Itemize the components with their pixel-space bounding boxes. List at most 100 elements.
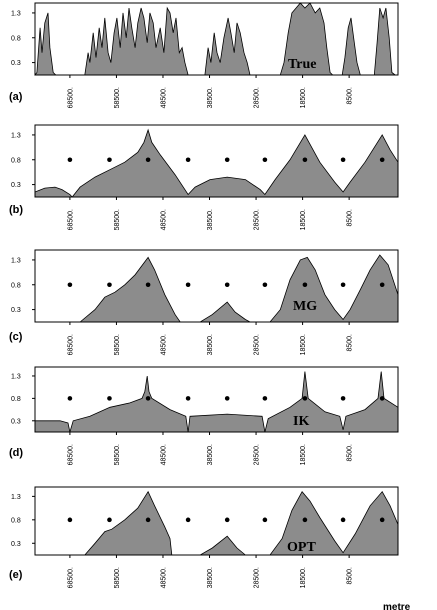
- y-tick-label: 1.3: [11, 132, 21, 139]
- point: [67, 396, 73, 401]
- point: [145, 517, 151, 523]
- panel-label: (c): [9, 331, 23, 343]
- annotation: True: [288, 57, 317, 72]
- x-axis-label: metre: [383, 602, 411, 610]
- x-tick-label: 48500.: [160, 444, 167, 465]
- point: [224, 396, 230, 401]
- point: [379, 282, 385, 288]
- point: [224, 517, 230, 523]
- point: [379, 157, 385, 163]
- point: [145, 157, 151, 163]
- point: [67, 157, 73, 163]
- plot-frame: [34, 2, 399, 76]
- panel-label: (a): [9, 91, 23, 103]
- point: [107, 282, 112, 288]
- x-tick-label: 8500.: [347, 209, 354, 227]
- y-tick-label: 1.3: [11, 257, 21, 264]
- area: [34, 128, 399, 198]
- point: [185, 517, 191, 523]
- plot-frame: [34, 249, 399, 323]
- point: [262, 282, 268, 288]
- point: [185, 282, 191, 288]
- x-tick-label: 58500.: [114, 567, 121, 588]
- point: [340, 517, 346, 523]
- x-tick-label: 8500.: [347, 567, 354, 585]
- x-tick-label: 58500.: [114, 444, 121, 465]
- point: [340, 282, 346, 288]
- x-tick-label: 28500.: [254, 87, 261, 108]
- point: [107, 396, 112, 401]
- plot-frame: [34, 486, 399, 556]
- x-tick-label: 68500.: [67, 444, 74, 465]
- y-tick-label: 0.3: [11, 418, 21, 425]
- y-tick-label: 0.8: [11, 35, 21, 42]
- x-tick-label: 8500.: [347, 444, 354, 462]
- x-tick-label: 48500.: [160, 567, 167, 588]
- point: [67, 282, 73, 288]
- x-tick-label: 38500.: [207, 567, 214, 588]
- point: [185, 396, 191, 401]
- y-tick-label: 0.8: [11, 282, 21, 289]
- x-tick-label: 28500.: [254, 444, 261, 465]
- point: [262, 157, 268, 163]
- y-tick-label: 0.8: [11, 396, 21, 403]
- x-tick-label: 38500.: [207, 87, 214, 108]
- point: [67, 517, 73, 523]
- x-tick-label: 38500.: [207, 334, 214, 355]
- x-tick-label: 48500.: [160, 87, 167, 108]
- point: [302, 157, 308, 163]
- point: [340, 157, 346, 163]
- point: [379, 517, 385, 523]
- x-tick-label: 58500.: [114, 87, 121, 108]
- point: [145, 282, 151, 288]
- y-tick-label: 0.3: [11, 307, 21, 314]
- x-tick-label: 68500.: [67, 87, 74, 108]
- y-tick-label: 0.3: [11, 60, 21, 67]
- x-tick-label: 8500.: [347, 334, 354, 352]
- point: [262, 396, 268, 401]
- x-tick-label: 8500.: [347, 87, 354, 105]
- x-tick-label: 38500.: [207, 444, 214, 465]
- point: [302, 517, 308, 523]
- y-tick-label: 0.3: [11, 182, 21, 189]
- x-tick-label: 48500.: [160, 334, 167, 355]
- x-tick-label: 18500.: [300, 87, 307, 108]
- panel-label: (e): [9, 569, 23, 581]
- x-tick-label: 18500.: [300, 209, 307, 230]
- point: [302, 282, 308, 288]
- y-tick-label: 1.3: [11, 494, 21, 501]
- x-tick-label: 28500.: [254, 567, 261, 588]
- x-tick-label: 18500.: [300, 567, 307, 588]
- point: [185, 157, 191, 163]
- x-tick-label: 68500.: [67, 567, 74, 588]
- y-tick-label: 1.3: [11, 10, 21, 17]
- area: [83, 490, 399, 556]
- x-tick-label: 18500.: [300, 444, 307, 465]
- x-tick-label: 18500.: [300, 334, 307, 355]
- y-tick-label: 0.3: [11, 541, 21, 548]
- x-tick-label: 48500.: [160, 209, 167, 230]
- point: [340, 396, 346, 401]
- x-tick-label: 28500.: [254, 209, 261, 230]
- x-tick-label: 28500.: [254, 334, 261, 355]
- point: [379, 396, 385, 401]
- point: [302, 396, 308, 401]
- area: [78, 254, 399, 323]
- x-tick-label: 38500.: [207, 209, 214, 230]
- annotation: OPT: [287, 540, 316, 555]
- point: [107, 157, 112, 163]
- x-tick-label: 58500.: [114, 209, 121, 230]
- point: [107, 517, 112, 523]
- annotation: MG: [293, 299, 317, 314]
- point: [224, 157, 230, 163]
- y-tick-label: 0.8: [11, 157, 21, 164]
- x-tick-label: 68500.: [67, 334, 74, 355]
- x-tick-label: 58500.: [114, 334, 121, 355]
- panel-label: (b): [9, 204, 23, 216]
- x-tick-label: 68500.: [67, 209, 74, 230]
- plot-frame: [34, 124, 399, 198]
- point: [145, 396, 151, 401]
- area: [34, 2, 397, 76]
- y-tick-label: 0.8: [11, 517, 21, 524]
